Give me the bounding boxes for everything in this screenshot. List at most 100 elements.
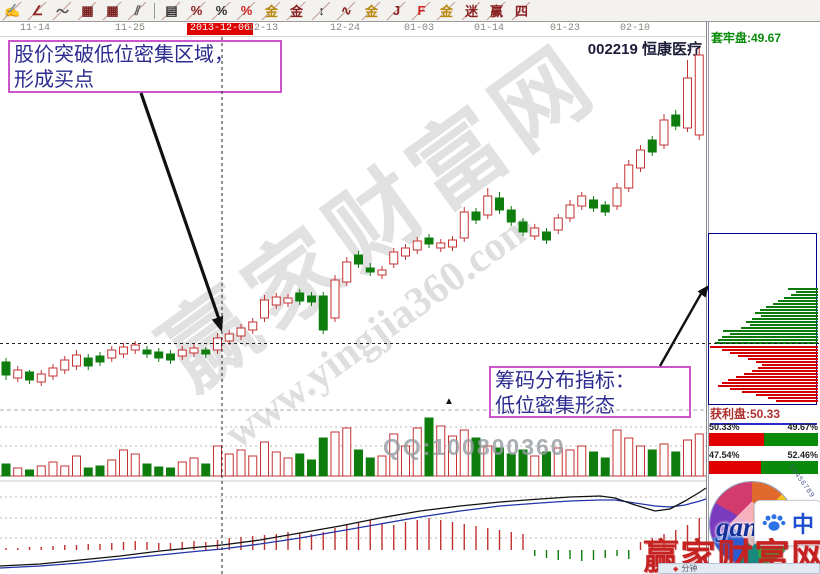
- volume-bar: [201, 463, 211, 477]
- f-line-icon[interactable]: F: [411, 1, 432, 20]
- candle[interactable]: [260, 299, 269, 319]
- candle[interactable]: [13, 369, 23, 379]
- candle[interactable]: [201, 349, 211, 355]
- candle[interactable]: [459, 211, 469, 239]
- gann-grid-icon[interactable]: ▦: [102, 1, 123, 20]
- candle[interactable]: [401, 247, 410, 257]
- volume-bar: [436, 425, 446, 477]
- annotation-box-buy-point[interactable]: 股价突破低位密集区域， 形成买点: [8, 40, 282, 93]
- percent-retrace-icon[interactable]: %: [186, 1, 207, 20]
- candle[interactable]: [424, 237, 434, 245]
- percent-icon[interactable]: %: [211, 1, 232, 20]
- trapped-pct-2: 52.46%: [787, 450, 818, 460]
- candle[interactable]: [36, 373, 46, 383]
- candle[interactable]: [154, 351, 164, 359]
- candle[interactable]: [495, 197, 504, 211]
- gold-section-icon[interactable]: 金: [286, 1, 307, 20]
- stock-code-name: 002219 恒康医疗: [587, 41, 702, 58]
- gold-circle-icon[interactable]: 金: [261, 1, 282, 20]
- candle[interactable]: [624, 164, 634, 189]
- grid-tool-icon[interactable]: ▦: [77, 1, 98, 20]
- candle[interactable]: [448, 239, 457, 248]
- volume-bar: [530, 455, 540, 477]
- paw-icon: [762, 514, 786, 531]
- candle[interactable]: [25, 371, 34, 381]
- candle[interactable]: [683, 77, 692, 129]
- ruler-scale-icon[interactable]: ▤: [161, 1, 182, 20]
- gold-underline-icon[interactable]: 金: [361, 1, 382, 20]
- candle[interactable]: [589, 199, 598, 209]
- candle[interactable]: [647, 139, 657, 153]
- candle[interactable]: [283, 297, 293, 304]
- candle[interactable]: [213, 337, 222, 351]
- candle[interactable]: [72, 354, 81, 367]
- candle[interactable]: [436, 242, 446, 249]
- wave-gann-icon[interactable]: ∿: [336, 1, 357, 20]
- candle[interactable]: [518, 221, 528, 233]
- candle[interactable]: [60, 359, 70, 371]
- candle[interactable]: [142, 349, 152, 355]
- candle[interactable]: [166, 353, 175, 361]
- candle[interactable]: [248, 321, 258, 331]
- candle[interactable]: [48, 367, 58, 377]
- volume-bar: [36, 465, 46, 477]
- yingjia-tool-icon[interactable]: 赢: [486, 1, 507, 20]
- annotation-box-chip-indicator[interactable]: 筹码分布指标： 低位密集形态: [489, 366, 691, 418]
- volume-bar: [260, 441, 269, 477]
- candle[interactable]: [307, 295, 316, 303]
- candle[interactable]: [318, 295, 328, 331]
- candle[interactable]: [600, 204, 610, 213]
- candle[interactable]: [377, 269, 387, 276]
- candle[interactable]: [471, 211, 481, 221]
- candle[interactable]: [236, 327, 246, 337]
- candle[interactable]: [130, 344, 140, 351]
- percent-line-icon[interactable]: %: [236, 1, 257, 20]
- candle[interactable]: [389, 251, 399, 265]
- candle[interactable]: [107, 349, 117, 359]
- gold-pen-icon[interactable]: 金: [436, 1, 457, 20]
- candle[interactable]: [412, 240, 422, 251]
- strip-text: 分钟: [681, 564, 698, 573]
- candle[interactable]: [330, 279, 340, 319]
- candle[interactable]: [530, 227, 540, 237]
- volume-bar: [177, 461, 187, 477]
- candle[interactable]: [577, 195, 587, 207]
- candle[interactable]: [542, 231, 551, 241]
- candle[interactable]: [119, 346, 128, 355]
- candle[interactable]: [189, 347, 199, 354]
- candle[interactable]: [612, 187, 622, 207]
- volume-bar: [483, 445, 493, 477]
- candle[interactable]: [1, 361, 11, 376]
- candle[interactable]: [177, 349, 187, 357]
- candle[interactable]: [659, 119, 669, 146]
- volume-bar: [565, 449, 575, 477]
- volume-bar: [553, 447, 563, 477]
- wave-line-icon[interactable]: 〜: [52, 1, 73, 20]
- candle[interactable]: [95, 355, 105, 363]
- candle[interactable]: [694, 54, 704, 136]
- candle[interactable]: [354, 254, 363, 265]
- candle[interactable]: [342, 261, 352, 283]
- candle[interactable]: [365, 267, 375, 273]
- candle[interactable]: [553, 217, 563, 231]
- candle[interactable]: [83, 357, 93, 367]
- measure-icon[interactable]: ↕: [311, 1, 332, 20]
- candle[interactable]: [295, 292, 305, 302]
- volume-bar: [318, 437, 328, 477]
- speed-line-icon[interactable]: 迷: [461, 1, 482, 20]
- candle[interactable]: [271, 296, 281, 306]
- annotation-arrow-1: [139, 92, 222, 323]
- chip-distribution-box[interactable]: [708, 233, 817, 405]
- draw-pencil-icon[interactable]: ✍: [2, 1, 23, 20]
- j-line-icon[interactable]: J: [386, 1, 407, 20]
- four-line-icon[interactable]: 四: [511, 1, 532, 20]
- candle[interactable]: [506, 209, 516, 223]
- candle[interactable]: [565, 204, 575, 219]
- candle[interactable]: [636, 149, 645, 169]
- trend-line-icon[interactable]: ∠: [27, 1, 48, 20]
- candle[interactable]: [224, 333, 234, 342]
- candle[interactable]: [483, 195, 493, 216]
- parallel-lines-icon[interactable]: ⫽: [127, 1, 148, 20]
- candle[interactable]: [671, 114, 681, 127]
- volume-bar: [307, 459, 316, 477]
